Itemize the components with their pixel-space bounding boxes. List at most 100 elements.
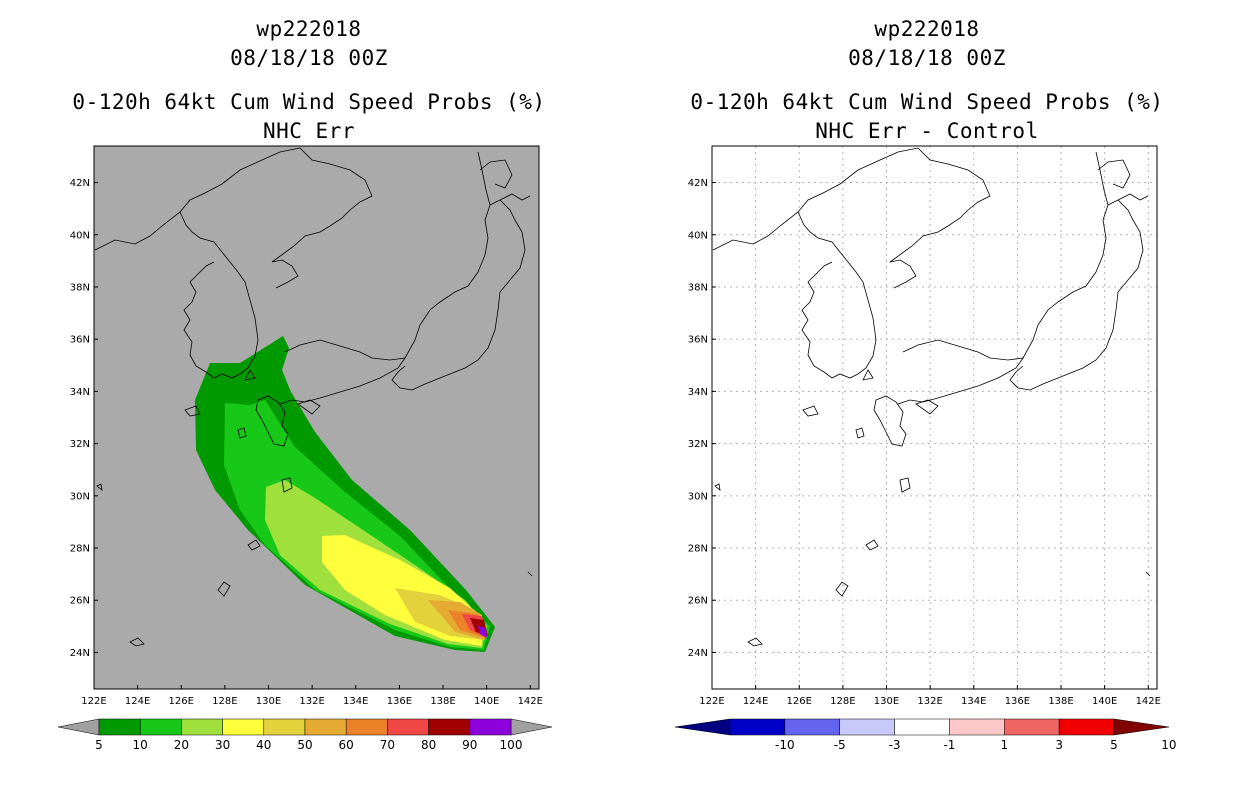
coastline-segment bbox=[184, 405, 201, 417]
coastline-segment bbox=[714, 483, 721, 491]
coastline-segment bbox=[873, 395, 907, 447]
coastline-segment bbox=[96, 483, 103, 491]
colorbar-swatch bbox=[1004, 718, 1060, 736]
coastline-segment bbox=[247, 539, 261, 551]
left-panel: wp222018 08/18/18 00Z 0-120h 64kt Cum Wi… bbox=[57, 17, 553, 752]
latitude-label: 42N bbox=[70, 178, 90, 189]
datetime-title: 08/18/18 00Z bbox=[848, 46, 1006, 70]
latitude-label: 26N bbox=[70, 596, 90, 607]
coastline-segment bbox=[1097, 159, 1131, 189]
longitude-label: 130E bbox=[256, 696, 281, 707]
gridlines bbox=[712, 146, 1157, 689]
product-title: 0-120h 64kt Cum Wind Speed Probs (%) bbox=[690, 90, 1164, 114]
colorbar-label: 70 bbox=[380, 738, 395, 752]
longitude-labels: 122E 124E 126E 128E 130E 132E 134E 136E 138E 140E… bbox=[699, 685, 1161, 707]
colorbar-label: 90 bbox=[462, 738, 477, 752]
longitude-label: 132E bbox=[917, 696, 942, 707]
map-frame bbox=[93, 145, 540, 690]
colorbar-swatch bbox=[784, 718, 840, 736]
colorbar-label: 50 bbox=[297, 738, 312, 752]
latitude-label: 38N bbox=[70, 282, 90, 293]
coastline-segment bbox=[271, 259, 299, 289]
latitude-label: 32N bbox=[70, 439, 90, 450]
latitude-label: 24N bbox=[70, 648, 90, 659]
coastline-segment bbox=[129, 637, 145, 647]
coastline-segment bbox=[897, 339, 1024, 405]
latitude-label: 30N bbox=[70, 491, 90, 502]
colorbar-label: -5 bbox=[834, 738, 846, 752]
latitude-labels: 42N 40N 38N 36N 34N 32N 30N 28N 26N 24N bbox=[70, 178, 98, 659]
coastline-segment bbox=[527, 571, 533, 577]
longitude-label: 122E bbox=[81, 696, 106, 707]
map-background bbox=[712, 146, 1157, 689]
coastline-segment bbox=[899, 477, 911, 493]
probability-swath bbox=[195, 336, 495, 652]
coastline-segment bbox=[479, 159, 513, 189]
colorbar-swatch bbox=[949, 718, 1005, 736]
latitude-label: 32N bbox=[688, 439, 708, 450]
colorbar-label: -1 bbox=[943, 738, 955, 752]
storm-id-title: wp222018 bbox=[874, 17, 980, 41]
latitude-label: 34N bbox=[70, 387, 90, 398]
map-frame bbox=[711, 145, 1158, 690]
coastline-segment bbox=[1009, 199, 1144, 391]
longitude-label: 124E bbox=[125, 696, 150, 707]
longitude-label: 142E bbox=[1136, 696, 1161, 707]
longitude-label: 140E bbox=[474, 696, 499, 707]
colorbar-label: 100 bbox=[500, 738, 523, 752]
colorbar-swatch bbox=[387, 718, 429, 736]
coastlines bbox=[94, 147, 533, 647]
colorbar-label: 5 bbox=[95, 738, 103, 752]
coastline-segment bbox=[217, 581, 231, 597]
prob-90-contour bbox=[478, 626, 487, 638]
latitude-label: 24N bbox=[688, 648, 708, 659]
longitude-label: 128E bbox=[212, 696, 237, 707]
longitude-label: 124E bbox=[743, 696, 768, 707]
coastline-segment bbox=[797, 211, 877, 379]
coastline-segment bbox=[835, 581, 849, 597]
colorbar-high-arrow bbox=[510, 718, 553, 736]
coastline-segment bbox=[855, 427, 865, 439]
coastline-segment bbox=[255, 395, 289, 447]
colorbar-low-arrow bbox=[57, 718, 100, 736]
coastline-segment bbox=[281, 477, 293, 493]
coastline-segment bbox=[1095, 151, 1149, 206]
coastline-segment bbox=[391, 199, 526, 391]
colorbar: -10 -5 -3 -1 1 3 5 10 bbox=[674, 718, 1176, 752]
colorbar-low-arrow bbox=[674, 718, 731, 736]
colorbar-label: 40 bbox=[256, 738, 271, 752]
colorbar-swatch bbox=[1058, 718, 1115, 736]
coastline-segment bbox=[802, 405, 819, 417]
longitude-label: 136E bbox=[387, 696, 412, 707]
coastline-segment bbox=[1145, 571, 1151, 577]
longitude-label: 134E bbox=[343, 696, 368, 707]
subtitle: NHC Err - Control bbox=[815, 119, 1039, 143]
latitude-label: 28N bbox=[688, 544, 708, 555]
coastline-segment bbox=[179, 211, 259, 379]
colorbar: 5 10 20 30 40 50 60 70 80 90 100 bbox=[57, 718, 553, 752]
latitude-label: 40N bbox=[70, 230, 90, 241]
datetime-title: 08/18/18 00Z bbox=[230, 46, 388, 70]
subtitle: NHC Err bbox=[262, 119, 355, 143]
coastlines bbox=[712, 147, 1151, 647]
latitude-label: 42N bbox=[688, 178, 708, 189]
longitude-label: 128E bbox=[830, 696, 855, 707]
colorbar-label: 10 bbox=[133, 738, 148, 752]
colorbar-swatch bbox=[139, 718, 182, 736]
colorbar-label: 30 bbox=[215, 738, 230, 752]
coastline-segment bbox=[477, 151, 531, 206]
longitude-label: 140E bbox=[1092, 696, 1117, 707]
latitude-label: 30N bbox=[688, 491, 708, 502]
colorbar-label: 60 bbox=[339, 738, 354, 752]
longitude-label: 126E bbox=[787, 696, 812, 707]
latitude-label: 36N bbox=[688, 335, 708, 346]
longitude-label: 132E bbox=[299, 696, 324, 707]
latitude-label: 40N bbox=[688, 230, 708, 241]
coastline-segment bbox=[244, 369, 256, 381]
longitude-label: 136E bbox=[1005, 696, 1030, 707]
colorbar-label: 10 bbox=[1161, 738, 1176, 752]
longitude-labels: 122E 124E 126E 128E 130E 132E 134E 136E 138E 140E… bbox=[81, 685, 543, 707]
colorbar-label: -3 bbox=[889, 738, 901, 752]
